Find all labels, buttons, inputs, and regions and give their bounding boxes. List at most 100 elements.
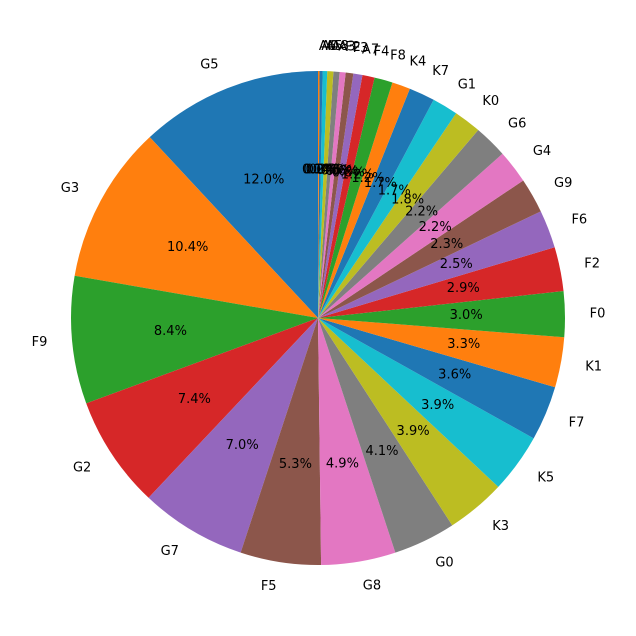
pie-slice-f2: [318, 247, 564, 318]
pie-slice-f6: [318, 211, 555, 318]
percent-label: 3.9%: [397, 424, 430, 439]
category-label: K7: [432, 64, 449, 79]
category-label: A0: [321, 39, 338, 54]
percent-label: 0.2%: [303, 162, 336, 177]
category-label: G8: [363, 578, 381, 593]
category-label: F6: [571, 213, 587, 228]
category-label: G5: [200, 58, 218, 73]
category-label: F7: [569, 415, 585, 430]
pie-slice-g2: [86, 318, 318, 498]
percent-label: 4.9%: [326, 457, 359, 472]
percent-label: 2.3%: [430, 237, 463, 252]
percent-label: 0.8%: [332, 165, 365, 180]
percent-label: 3.9%: [421, 398, 454, 413]
pie-slice-g6: [318, 130, 503, 318]
percent-label: 1.8%: [391, 192, 424, 207]
category-label: K5: [537, 471, 554, 486]
percent-label: 2.2%: [419, 220, 452, 235]
category-label: G7: [161, 544, 179, 559]
pie-slice-f0: [318, 291, 565, 338]
percent-label: 10.4%: [167, 240, 208, 255]
percent-label: 0.4%: [309, 162, 342, 177]
percent-label: 0.3%: [306, 162, 339, 177]
percent-label: 0.1%: [302, 162, 335, 177]
percent-label: 0.5%: [320, 164, 353, 179]
pie-slices: [71, 71, 565, 565]
category-label: F5: [261, 579, 277, 594]
category-label: F8: [390, 49, 406, 64]
category-label: K0: [482, 94, 499, 109]
pie-slice-k7: [318, 88, 434, 318]
pie-slice-f2: [318, 71, 346, 318]
category-label: A8: [332, 39, 349, 54]
percent-label: 0.4%: [313, 163, 346, 178]
pie-slice-g4: [318, 153, 524, 318]
pie-slice-g9: [318, 180, 541, 318]
percent-label: 1.2%: [351, 171, 384, 186]
percent-label: 12.0%: [243, 173, 284, 188]
category-label: K4: [410, 55, 427, 70]
pie-slice-g0: [318, 318, 453, 553]
percent-label: 1.7%: [378, 183, 411, 198]
category-label: G1: [458, 77, 476, 92]
pie-slice-a5: [318, 71, 328, 318]
percent-label: 1.7%: [364, 176, 397, 191]
percent-label: 2.5%: [440, 257, 473, 272]
pie-slice-g8: [318, 318, 396, 565]
pie-slice-k3: [318, 318, 499, 526]
percent-label: 0.4%: [316, 163, 349, 178]
category-label: F9: [32, 335, 48, 350]
category-label: F4: [374, 45, 390, 60]
category-label: K3: [492, 519, 509, 534]
category-label: F0: [590, 306, 606, 321]
pie-slice-f5: [240, 318, 322, 565]
category-label: A7: [362, 42, 379, 57]
pie-slice-f9: [71, 275, 318, 404]
percent-label: 3.3%: [447, 337, 480, 352]
pie-slice-a0: [318, 71, 323, 318]
pie-slice-f8: [318, 77, 393, 318]
percent-labels: 12.0% 10.4% 8.4% 7.4% 7.0% 5.3% 4.9% 4.1% 3.9% 3.…: [154, 162, 483, 472]
pie-slice-k5: [318, 318, 534, 487]
category-label: G6: [508, 116, 526, 131]
percent-label: 0.6%: [325, 164, 358, 179]
pie-slice-a7: [318, 73, 363, 318]
category-label: F2: [345, 40, 361, 55]
percent-label: 7.0%: [226, 438, 259, 453]
category-label: F2: [584, 257, 600, 272]
category-label: G9: [554, 176, 572, 191]
pie-slice-k0: [318, 113, 479, 318]
percent-label: 3.0%: [450, 308, 483, 323]
pie-slice-k4: [318, 82, 410, 319]
pie-slice-f4: [318, 75, 375, 319]
pie-slice-f3: [318, 72, 354, 318]
category-label: G0: [435, 556, 453, 571]
category-labels: G5 G3 F9 G2 G7 F5 G8 G0 K3 K5 F7 K1 F0 F2 F6 G9 G4 G6 K0 G1…: [32, 39, 606, 594]
percent-label: 5.3%: [279, 457, 312, 472]
category-label: A5: [326, 39, 343, 54]
category-label: F3: [353, 41, 369, 56]
pie-slice-g1: [318, 99, 457, 318]
category-label: A3: [338, 40, 355, 55]
pie-slice-a6: [318, 71, 320, 318]
category-label: G3: [61, 181, 79, 196]
percent-label: 1.2%: [341, 168, 374, 183]
percent-label: 8.4%: [154, 324, 187, 339]
pie-slice-g3: [74, 137, 318, 318]
pie-slice-g7: [148, 318, 318, 553]
percent-label: 4.1%: [365, 444, 398, 459]
category-label: G2: [73, 460, 91, 475]
pie-slice-f7: [318, 318, 556, 439]
category-label: A6: [319, 39, 336, 54]
percent-label: 2.2%: [405, 205, 438, 220]
percent-label: 2.9%: [447, 281, 480, 296]
pie-slice-a3: [318, 71, 340, 319]
percent-label: 7.4%: [178, 392, 211, 407]
pie-slice-g5: [149, 71, 318, 318]
pie-slice-a8: [318, 71, 334, 318]
percent-label: 3.6%: [438, 368, 471, 383]
category-label: G4: [533, 144, 551, 159]
pie-slice-k1: [318, 318, 565, 388]
category-label: K1: [585, 359, 602, 374]
